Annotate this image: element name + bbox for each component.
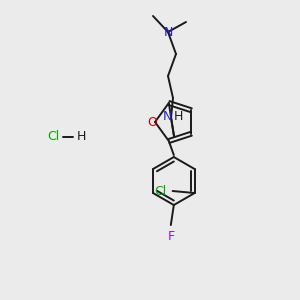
- Text: Cl: Cl: [154, 184, 166, 197]
- Text: F: F: [167, 230, 174, 243]
- Text: O: O: [147, 116, 157, 128]
- Text: N: N: [163, 26, 173, 38]
- Text: H: H: [173, 110, 183, 124]
- Text: H: H: [77, 130, 86, 143]
- Text: N: N: [162, 110, 172, 124]
- Text: Cl: Cl: [48, 130, 60, 143]
